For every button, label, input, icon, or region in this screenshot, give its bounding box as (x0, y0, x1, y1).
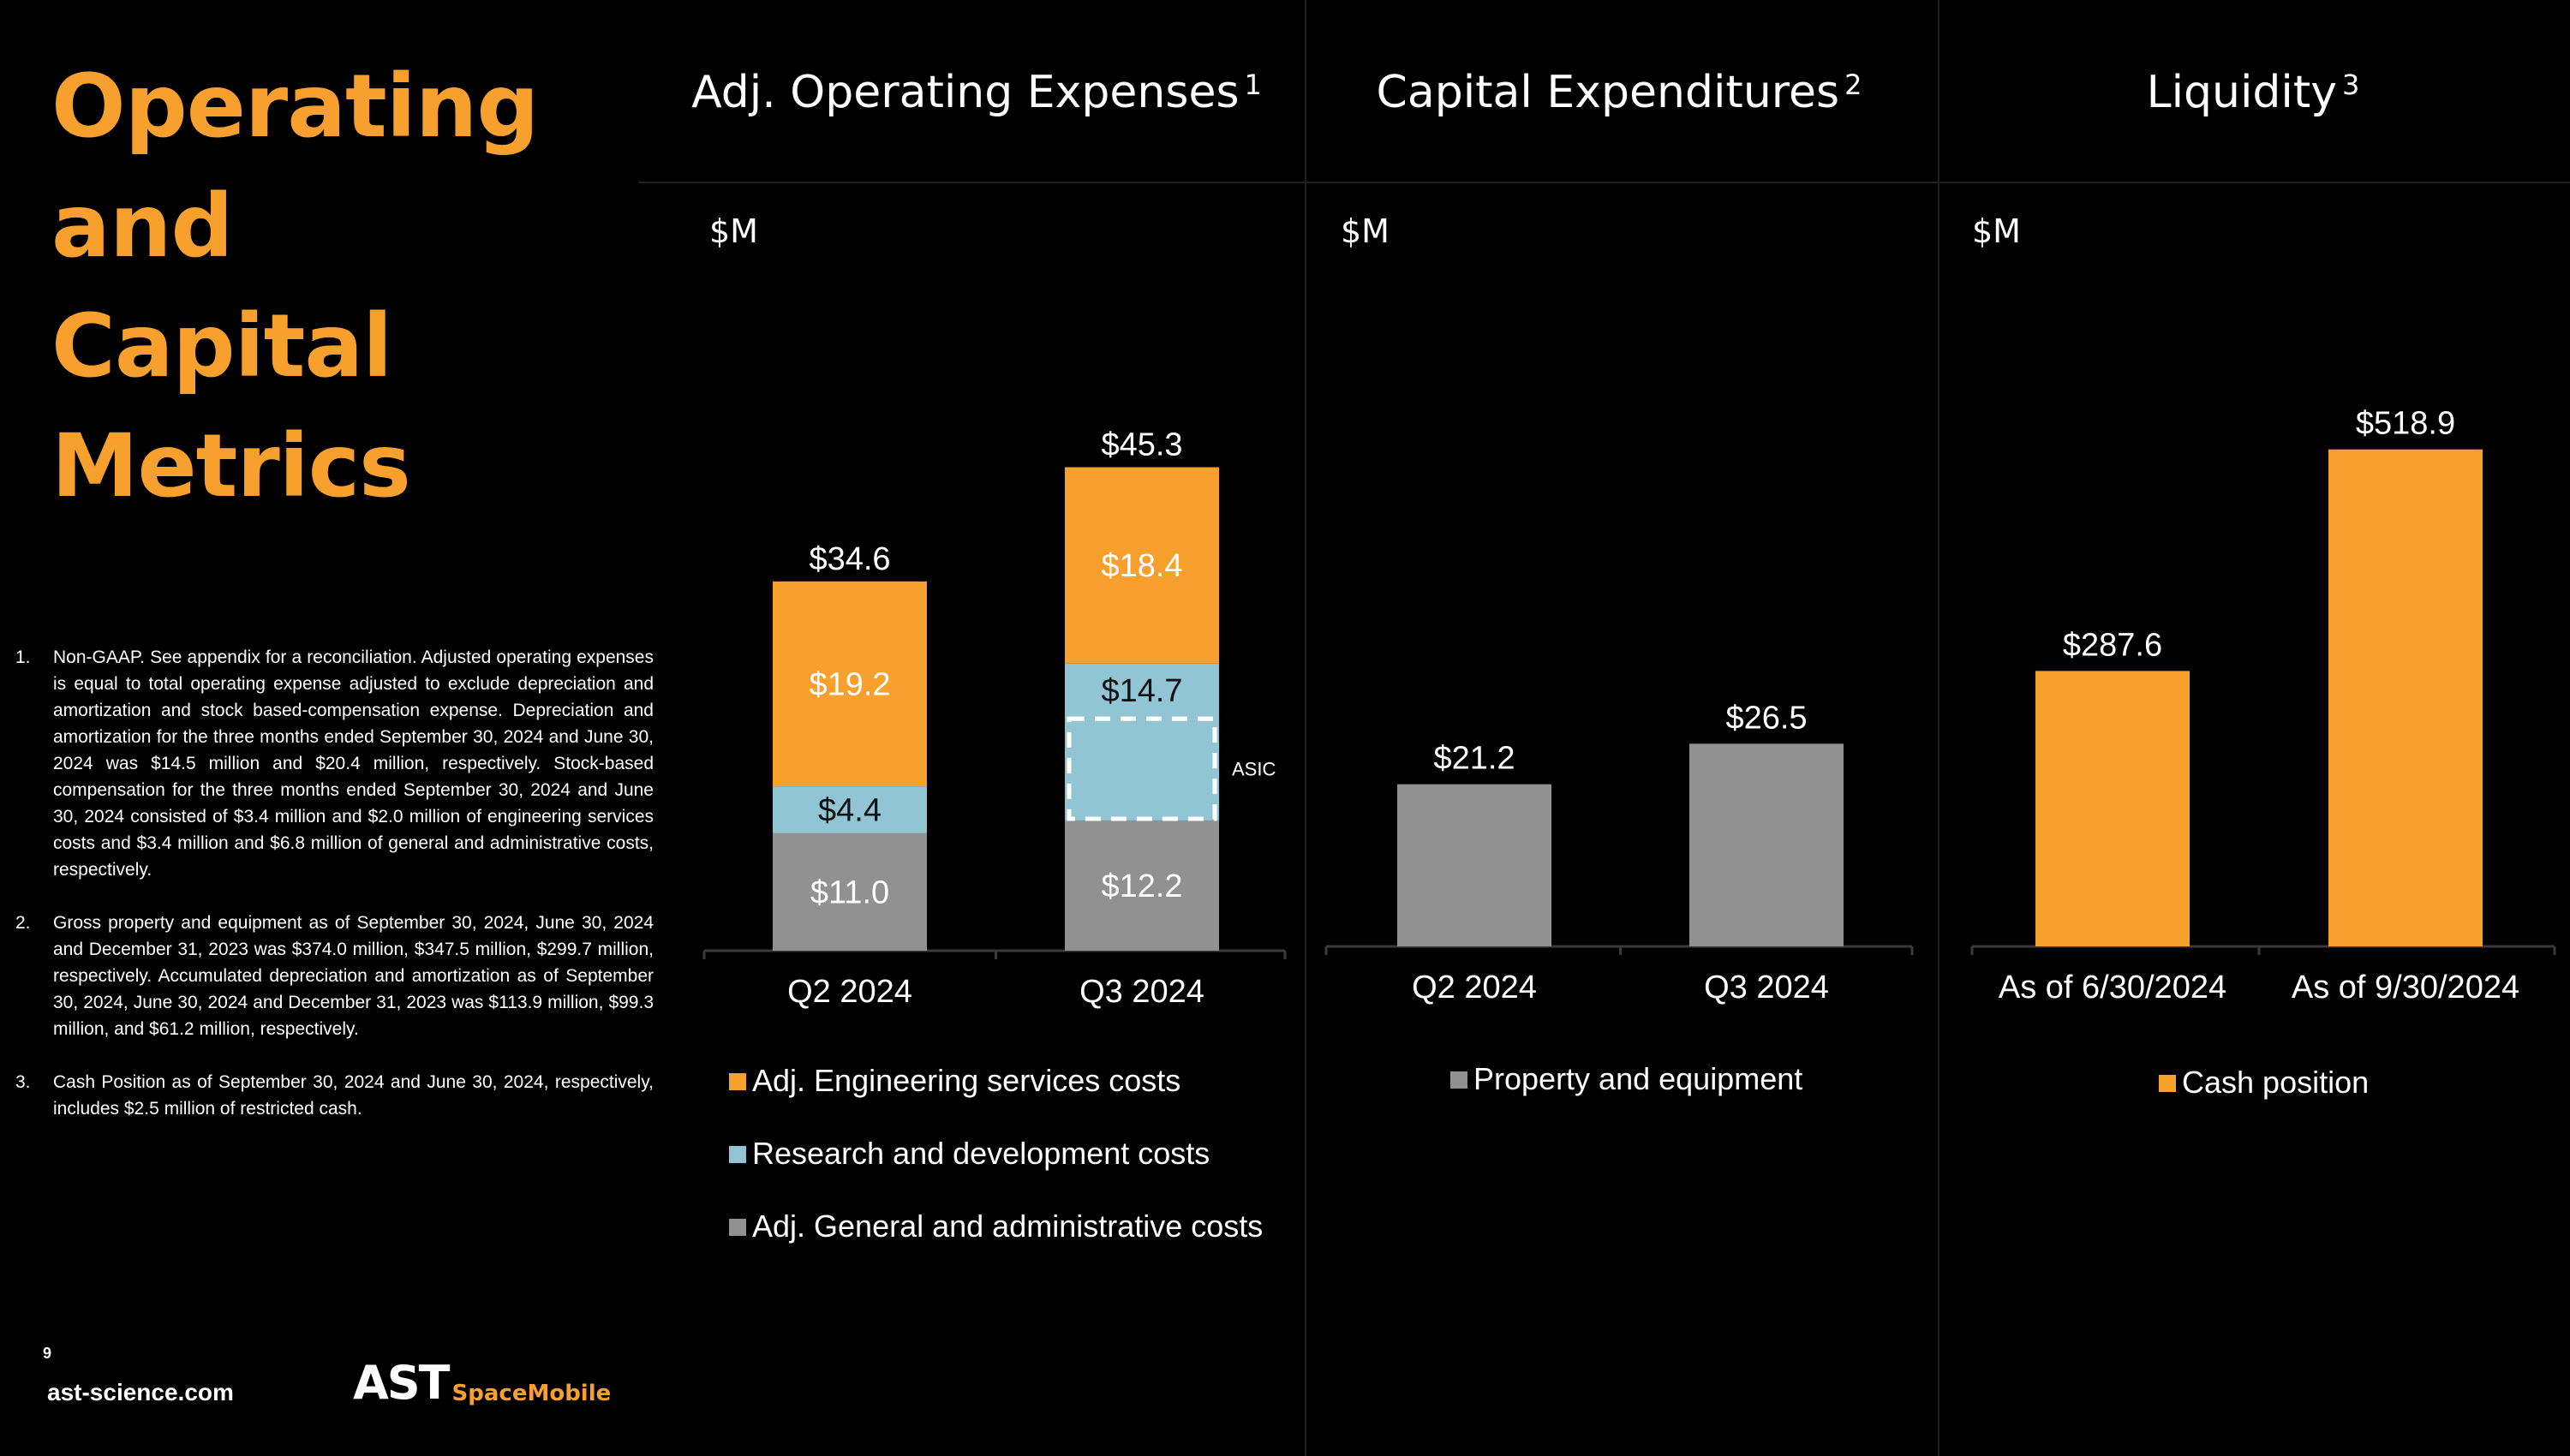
bar-segment (773, 786, 927, 833)
bar-data-label: $26.5 (1725, 700, 1807, 736)
company-logo: AST SpaceMobile (353, 1356, 612, 1410)
bar-segment (1065, 467, 1219, 664)
footnotes: 1. Non-GAAP. See appendix for a reconcili… (15, 644, 654, 1149)
bar-data-label: $12.2 (1101, 868, 1182, 904)
logo-main: AST (353, 1356, 451, 1410)
unit-opex: $M (709, 212, 758, 250)
header-rule (638, 182, 2570, 183)
bar-value (2035, 671, 2190, 946)
legend-swatch (729, 1219, 746, 1236)
footnote-text: Gross property and equipment as of Septe… (53, 913, 654, 1039)
panel-title-capex-sup: 2 (1844, 69, 1862, 101)
x-tick-label: Q3 2024 (1079, 974, 1204, 1010)
x-tick-label: As of 6/30/2024 (1999, 970, 2226, 1005)
logo-sub: SpaceMobile (451, 1381, 612, 1406)
legend-swatch (1450, 1071, 1467, 1089)
unit-capex: $M (1341, 212, 1390, 250)
page-number: 9 (43, 1345, 52, 1362)
footnote-number: 3. (15, 1072, 31, 1092)
bar-data-label: $518.9 (2356, 406, 2455, 442)
bar-data-label: $4.4 (818, 793, 882, 829)
legend-label: Cash position (2182, 1065, 2369, 1100)
footnote-2: 2. Gross property and equipment as of Sep… (15, 910, 654, 1042)
page-title-line2: Capital Metrics (51, 295, 411, 517)
footnote-3: 3. Cash Position as of September 30, 2024… (15, 1069, 654, 1122)
panel-title-opex-text: Adj. Operating Expenses (691, 67, 1240, 118)
bar-data-label: $11.0 (810, 874, 889, 910)
legend-label: Research and development costs (752, 1136, 1210, 1171)
bar-data-label: $18.4 (1101, 548, 1182, 584)
x-tick-label: As of 9/30/2024 (2292, 970, 2519, 1005)
bar-data-label: $21.2 (1433, 741, 1515, 777)
bar-data-label: $19.2 (809, 666, 890, 702)
footnote-text: Cash Position as of September 30, 2024 a… (53, 1072, 654, 1119)
bar-total-label: $34.6 (809, 541, 890, 577)
bar-value (1397, 784, 1551, 946)
bar-data-label: $14.7 (1101, 673, 1182, 709)
bar-value (1689, 743, 1844, 946)
panel-title-opex: Adj. Operating Expenses 1 (677, 67, 1276, 118)
panel-title-liquidity-text: Liquidity (2146, 67, 2338, 118)
legend-label: Adj. Engineering services costs (752, 1063, 1180, 1098)
bar-segment (773, 832, 927, 951)
bar-segment (1065, 663, 1219, 820)
bar-segment (1065, 820, 1219, 951)
panel-title-capex: Capital Expenditures 2 (1319, 67, 1919, 118)
x-tick-label: Q3 2024 (1704, 970, 1829, 1005)
legend-swatch (729, 1073, 746, 1090)
asic-annotation-label: ASIC (1232, 759, 1276, 780)
panel-title-liquidity-sup: 3 (2342, 69, 2360, 101)
page-title: Operating and Capital Metrics (51, 47, 685, 527)
footnote-1: 1. Non-GAAP. See appendix for a reconcili… (15, 644, 654, 883)
panel-title-liquidity: Liquidity 3 (1953, 67, 2553, 118)
asic-highlight-box (1067, 716, 1217, 821)
footnote-text: Non-GAAP. See appendix for a reconciliat… (53, 647, 654, 880)
panel-title-opex-sup: 1 (1244, 69, 1262, 101)
bar-segment (773, 581, 927, 787)
divider-1 (1305, 0, 1306, 1456)
bar-value (2328, 449, 2483, 946)
legend-swatch (729, 1146, 746, 1163)
bar-total-label: $45.3 (1101, 427, 1182, 462)
footnote-number: 1. (15, 647, 31, 667)
panel-title-capex-text: Capital Expenditures (1376, 67, 1840, 118)
website-link[interactable]: ast-science.com (47, 1379, 234, 1405)
legend-label: Property and equipment (1473, 1061, 1802, 1096)
x-tick-label: Q2 2024 (787, 974, 912, 1010)
bar-data-label: $287.6 (2063, 627, 2162, 663)
divider-2 (1938, 0, 1939, 1456)
page-title-line1: Operating and (51, 56, 539, 277)
footnote-number: 2. (15, 913, 31, 933)
x-tick-label: Q2 2024 (1412, 970, 1537, 1005)
legend-swatch (2159, 1075, 2176, 1092)
legend-label: Adj. General and administrative costs (752, 1208, 1263, 1244)
unit-liquidity: $M (1972, 212, 2021, 250)
